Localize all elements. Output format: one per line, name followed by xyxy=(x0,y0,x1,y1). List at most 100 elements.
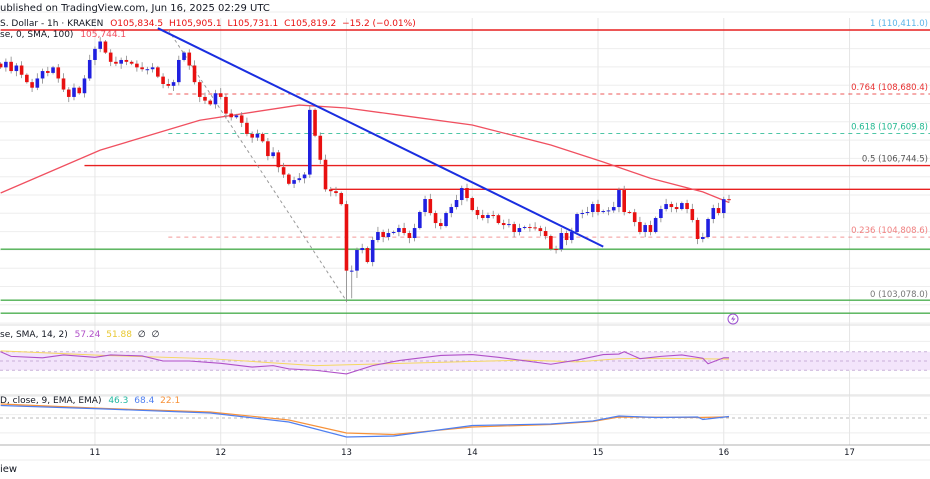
candle-up xyxy=(370,240,375,263)
candle-down xyxy=(596,204,600,213)
candle-down xyxy=(266,141,270,157)
time-tick-label: 15 xyxy=(593,448,604,458)
candle-down xyxy=(716,208,721,214)
fibonacci-retracement[interactable]: 1 (110,411.0) 0.764 (108,680.4) 0.618 (107… xyxy=(167,19,930,302)
candle-down xyxy=(239,115,244,123)
sma-legend: se, 0, SMA, 100) 105,744.1 xyxy=(0,30,126,40)
candle-up xyxy=(590,204,595,213)
ohlc-open: O105,834.5 xyxy=(110,19,163,29)
sma-legend-label: se, 0, SMA, 100) xyxy=(0,30,73,40)
candle-up xyxy=(308,109,312,175)
candle-down xyxy=(313,109,317,136)
fib-level-label: 0.764 (108,680.4) xyxy=(851,83,928,93)
rsi-extra-2: ∅ xyxy=(152,330,160,340)
trendline[interactable] xyxy=(157,27,604,248)
candle-down xyxy=(229,113,233,118)
candle-down xyxy=(25,74,29,83)
candles xyxy=(0,37,731,303)
candle-up xyxy=(559,233,564,250)
candle-up xyxy=(575,214,579,233)
candle-down xyxy=(208,100,213,105)
candle-up xyxy=(664,204,668,210)
candle-up xyxy=(680,203,684,210)
candle-down xyxy=(156,67,160,77)
candle-up xyxy=(507,224,511,226)
candle-down xyxy=(323,159,328,190)
candle-down xyxy=(339,193,344,205)
candle-down xyxy=(554,249,558,251)
candle-up xyxy=(659,209,663,219)
candle-down xyxy=(166,83,171,86)
time-tick-label: 17 xyxy=(844,448,855,458)
grid xyxy=(0,11,930,461)
candle-down xyxy=(30,82,34,88)
candle-down xyxy=(690,209,695,221)
rsi-line xyxy=(0,351,729,375)
ohlc-low: L105,731.1 xyxy=(227,19,278,29)
candle-down xyxy=(512,224,516,233)
candle-down xyxy=(287,174,291,184)
candle-up xyxy=(51,67,55,73)
candle-down xyxy=(543,231,548,237)
candle-down xyxy=(203,96,207,101)
candle-up xyxy=(397,228,401,233)
candle-down xyxy=(245,122,249,134)
candle-down xyxy=(344,204,349,271)
candle-up xyxy=(617,190,621,208)
candle-down xyxy=(428,199,433,214)
candle-up xyxy=(706,219,710,238)
sma-legend-value: 105,744.1 xyxy=(80,30,126,40)
candle-up xyxy=(570,232,574,241)
rsi-value: 57.24 xyxy=(75,330,101,340)
candle-up xyxy=(87,59,92,79)
macd-legend: D, close, 9, EMA, EMA) 46.3 68.4 22.1 xyxy=(0,396,180,406)
lightning-icon[interactable] xyxy=(727,313,739,325)
candle-up xyxy=(35,78,40,88)
candle-up xyxy=(93,48,97,60)
candle-up xyxy=(177,59,181,83)
candle-up xyxy=(271,152,275,157)
candle-down xyxy=(218,93,223,97)
candle-up xyxy=(4,61,8,68)
fib-level-label: 0.618 (107,609.8) xyxy=(851,123,928,133)
time-tick-label: 14 xyxy=(467,448,478,458)
rsi-band xyxy=(0,351,930,371)
candle-down xyxy=(528,227,532,229)
candle-down xyxy=(496,215,501,224)
candle-down xyxy=(46,71,50,73)
candle-up xyxy=(40,71,45,79)
candle-down xyxy=(135,63,139,68)
trendline-path xyxy=(157,27,604,248)
time-axis[interactable]: 11 12 13 14 15 16 17 xyxy=(90,448,855,458)
symbol-name: S. Dollar - 1h · KRAKEN xyxy=(0,19,103,29)
candle-up xyxy=(601,211,606,213)
candle-up xyxy=(522,227,527,229)
candle-up xyxy=(119,59,123,64)
candle-up xyxy=(355,250,359,271)
candle-up xyxy=(391,232,396,234)
candle-down xyxy=(19,65,24,75)
symbol-legend: S. Dollar - 1h · KRAKEN O105,834.5 H105,… xyxy=(0,19,416,29)
fib-level-label: 0 (103,078.0) xyxy=(870,290,928,300)
candle-down xyxy=(727,199,731,201)
candle-down xyxy=(161,76,165,84)
candle-down xyxy=(564,233,569,241)
candle-down xyxy=(224,96,228,114)
candle-down xyxy=(627,212,632,214)
candle-down xyxy=(648,225,653,233)
candle-down xyxy=(318,135,323,160)
macd-hist-value: 46.3 xyxy=(108,396,128,406)
time-tick-label: 11 xyxy=(90,448,101,458)
candle-up xyxy=(459,188,464,201)
rsi-legend-label: se, SMA, 14, 2) xyxy=(0,330,68,340)
fib-diagonal xyxy=(167,29,347,302)
candle-down xyxy=(407,233,412,239)
candle-down xyxy=(260,133,265,142)
rsi-extra-1: ∅ xyxy=(138,330,146,340)
time-tick-label: 16 xyxy=(718,448,729,458)
candle-up xyxy=(302,174,307,179)
candle-down xyxy=(114,61,118,64)
candle-down xyxy=(491,215,495,217)
candle-up xyxy=(606,210,611,212)
